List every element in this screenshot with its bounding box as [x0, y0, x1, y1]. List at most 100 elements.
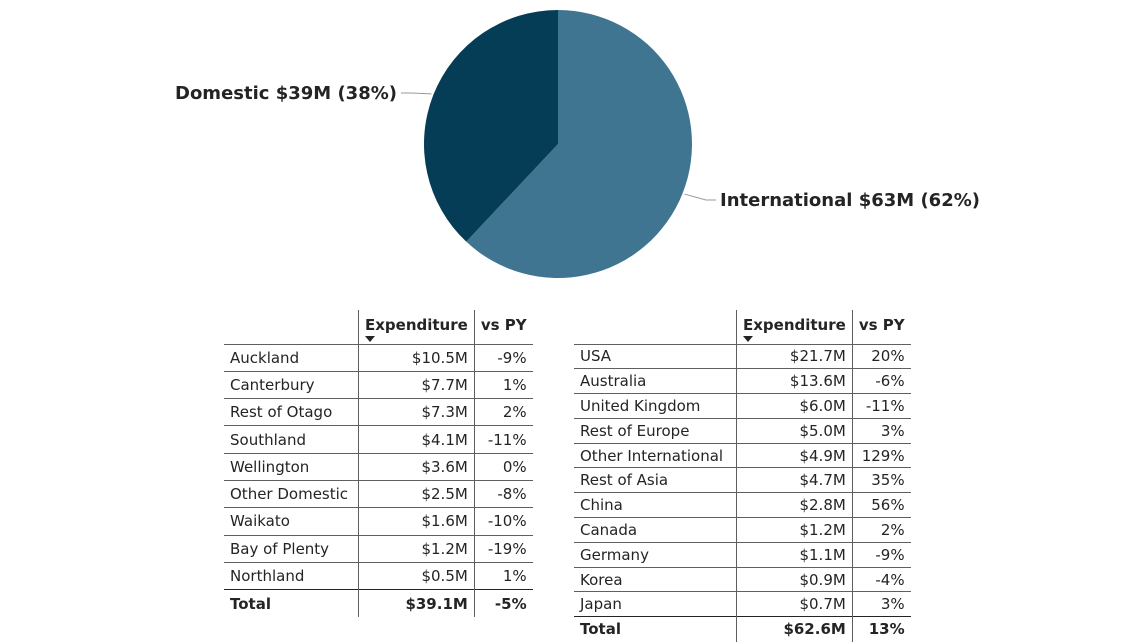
table-row[interactable]: Other Domestic $2.5M -8% — [224, 479, 533, 508]
table-row[interactable]: Other International $4.9M 129% — [574, 442, 911, 468]
cell-name: Waikato — [224, 507, 359, 536]
cell-name: Total — [224, 589, 359, 617]
column-header-name — [574, 310, 737, 344]
cell-name: USA — [574, 343, 737, 369]
total-row[interactable]: Total $39.1M -5% — [224, 589, 533, 617]
table-row[interactable]: Auckland $10.5M -9% — [224, 343, 533, 372]
cell-expenditure: $1.2M — [358, 534, 475, 563]
cell-expenditure: $62.6M — [736, 616, 853, 642]
cell-expenditure: $7.3M — [358, 398, 475, 426]
cell-vs-py: -19% — [473, 534, 533, 563]
pie-leader-line-domestic — [401, 92, 432, 95]
cell-name: United Kingdom — [574, 393, 737, 419]
cell-name: China — [574, 492, 737, 518]
cell-name: Canterbury — [224, 370, 359, 399]
cell-expenditure: $0.5M — [358, 561, 475, 590]
cell-expenditure: $1.1M — [736, 541, 853, 568]
cell-expenditure: $7.7M — [358, 370, 475, 399]
table-row[interactable]: Rest of Asia $4.7M 35% — [574, 467, 911, 493]
cell-name: Germany — [574, 541, 737, 568]
column-header-vs-py[interactable]: vs PY — [473, 310, 533, 344]
pie-data-label-international: International $63M (62%) — [720, 190, 980, 211]
cell-name: Bay of Plenty — [224, 534, 359, 563]
column-header-expenditure[interactable]: Expenditure — [736, 310, 853, 344]
cell-name: Other International — [574, 442, 737, 468]
domestic-expenditure-table: Expenditure vs PY Auckland $10.5M -9% Cante… — [224, 310, 533, 617]
table-row[interactable]: Rest of Europe $5.0M 3% — [574, 417, 911, 444]
sort-descending-icon — [365, 336, 375, 342]
table-row[interactable]: China $2.8M 56% — [574, 492, 911, 518]
cell-vs-py: -11% — [473, 425, 533, 454]
table-row[interactable]: United Kingdom $6.0M -11% — [574, 393, 911, 419]
cell-vs-py: 35% — [851, 467, 911, 493]
cell-name: Canada — [574, 517, 737, 543]
pie-chart: International $63M (62%) Domestic $39M (3… — [175, 10, 980, 278]
table-row[interactable]: Japan $0.7M 3% — [574, 591, 911, 617]
table-header-row: Expenditure vs PY — [224, 310, 533, 344]
column-header-expenditure-label: Expenditure — [365, 316, 468, 334]
cell-name: Other Domestic — [224, 479, 359, 508]
cell-expenditure: $13.6M — [736, 368, 853, 394]
sort-descending-icon — [743, 336, 753, 342]
cell-vs-py: 129% — [851, 442, 911, 468]
cell-vs-py: -9% — [851, 541, 911, 568]
column-header-expenditure[interactable]: Expenditure — [358, 310, 475, 344]
cell-expenditure: $21.7M — [736, 343, 853, 369]
table-row[interactable]: Canterbury $7.7M 1% — [224, 370, 533, 399]
table-row[interactable]: Wellington $3.6M 0% — [224, 452, 533, 481]
cell-expenditure: $0.7M — [736, 591, 853, 617]
cell-name: Korea — [574, 566, 737, 592]
cell-expenditure: $2.8M — [736, 492, 853, 518]
cell-expenditure: $5.0M — [736, 417, 853, 444]
cell-vs-py: 3% — [851, 417, 911, 444]
cell-vs-py: 1% — [473, 370, 533, 399]
cell-vs-py: -11% — [851, 393, 911, 419]
pie-slice-international[interactable] — [466, 10, 692, 278]
cell-expenditure: $1.2M — [736, 517, 853, 543]
cell-name: Southland — [224, 425, 359, 454]
cell-name: Northland — [224, 561, 359, 590]
cell-vs-py: -8% — [473, 479, 533, 508]
cell-vs-py: 2% — [851, 517, 911, 543]
cell-vs-py: 13% — [851, 616, 911, 642]
cell-name: Australia — [574, 368, 737, 394]
cell-vs-py: -6% — [851, 368, 911, 394]
cell-name: Rest of Otago — [224, 398, 359, 426]
table-row[interactable]: Rest of Otago $7.3M 2% — [224, 398, 533, 426]
cell-vs-py: 3% — [851, 591, 911, 617]
cell-name: Auckland — [224, 343, 359, 372]
cell-vs-py: -4% — [851, 566, 911, 592]
table-row[interactable]: USA $21.7M 20% — [574, 343, 911, 369]
pie-slice-domestic[interactable] — [424, 10, 558, 242]
cell-vs-py: 1% — [473, 561, 533, 590]
cell-expenditure: $4.9M — [736, 442, 853, 468]
cell-vs-py: 20% — [851, 343, 911, 369]
cell-name: Rest of Europe — [574, 417, 737, 444]
international-expenditure-table: Expenditure vs PY USA $21.7M 20% Australia $… — [574, 310, 911, 642]
cell-expenditure: $3.6M — [358, 452, 475, 481]
cell-vs-py: 0% — [473, 452, 533, 481]
column-header-expenditure-label: Expenditure — [743, 316, 846, 334]
table-row[interactable]: Northland $0.5M 1% — [224, 561, 533, 590]
cell-vs-py: -5% — [473, 589, 533, 617]
table-row[interactable]: Southland $4.1M -11% — [224, 425, 533, 454]
pie-data-label-domestic: Domestic $39M (38%) — [175, 83, 397, 104]
cell-expenditure: $4.1M — [358, 425, 475, 454]
total-row[interactable]: Total $62.6M 13% — [574, 616, 911, 642]
table-row[interactable]: Korea $0.9M -4% — [574, 566, 911, 592]
table-row[interactable]: Waikato $1.6M -10% — [224, 507, 533, 536]
cell-name: Wellington — [224, 452, 359, 481]
cell-name: Total — [574, 616, 737, 642]
cell-vs-py: 2% — [473, 398, 533, 426]
cell-vs-py: -10% — [473, 507, 533, 536]
cell-name: Rest of Asia — [574, 467, 737, 493]
table-header-row: Expenditure vs PY — [574, 310, 911, 344]
column-header-vs-py[interactable]: vs PY — [851, 310, 911, 344]
cell-vs-py: -9% — [473, 343, 533, 372]
cell-expenditure: $4.7M — [736, 467, 853, 493]
table-row[interactable]: Germany $1.1M -9% — [574, 541, 911, 568]
table-row[interactable]: Canada $1.2M 2% — [574, 517, 911, 543]
table-row[interactable]: Australia $13.6M -6% — [574, 368, 911, 394]
table-row[interactable]: Bay of Plenty $1.2M -19% — [224, 534, 533, 563]
cell-expenditure: $6.0M — [736, 393, 853, 419]
